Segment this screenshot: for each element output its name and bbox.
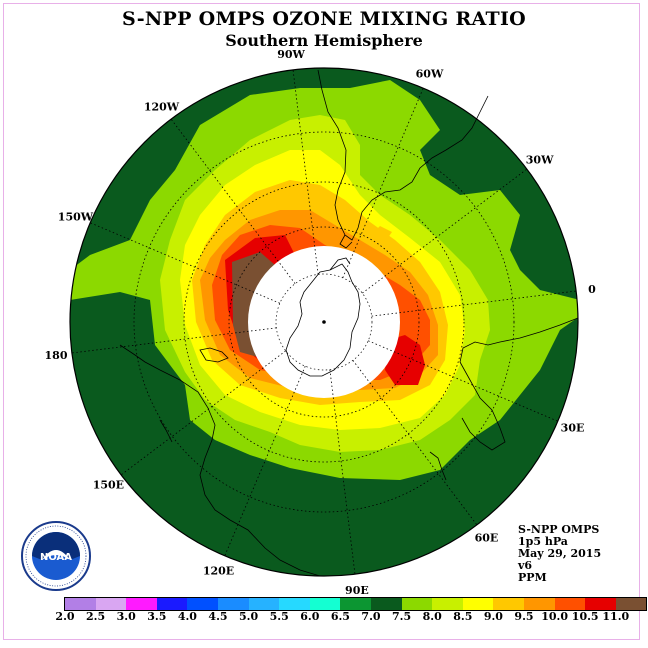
colorbar-swatch <box>554 598 586 610</box>
colorbar-tick-label: 2.0 <box>55 610 75 623</box>
longitude-labels: 90W 60W 30W 0 30E 60E 90E 120E 150E 180 150W 120W <box>45 48 597 597</box>
colorbar <box>64 597 648 611</box>
longitude-label: 90W <box>277 48 305 61</box>
colorbar-swatch <box>432 598 463 610</box>
map-title: S-NPP OMPS OZONE MIXING RATIO <box>121 8 527 30</box>
colorbar-tick-label: 11.0 <box>602 610 630 623</box>
colorbar-tick-label: 10.5 <box>571 610 599 623</box>
colorbar-swatch <box>279 598 310 610</box>
antarctica-outline <box>285 257 361 377</box>
colorbar-tick-label: 4.5 <box>208 610 228 623</box>
colorbar-tick-label: 7.5 <box>392 610 412 623</box>
longitude-label: 90E <box>345 584 369 597</box>
info-version: v6 <box>518 559 533 572</box>
colorbar-swatch <box>65 598 96 610</box>
colorbar-tick-label: 10.0 <box>541 610 568 623</box>
map-boundary <box>69 67 579 577</box>
longitude-label: 150E <box>93 478 124 491</box>
longitude-label: 0 <box>588 283 596 296</box>
colorbar-swatch <box>493 598 524 610</box>
colorbar-swatch <box>401 598 433 610</box>
info-units: PPM <box>518 571 547 584</box>
colorbar-swatch <box>370 598 402 610</box>
colorbar-tick-label: 6.5 <box>330 610 350 623</box>
colorbar-swatch <box>340 598 371 610</box>
colorbar-swatch <box>126 598 157 610</box>
map-subtitle: Southern Hemisphere <box>225 31 423 50</box>
longitude-label: 30W <box>526 154 554 167</box>
longitude-label: 60E <box>475 532 499 545</box>
colorbar-swatch <box>462 598 494 610</box>
colorbar-swatch <box>95 598 127 610</box>
colorbar-swatch <box>156 598 188 610</box>
colorbar-swatch <box>523 598 555 610</box>
colorbar-tick-label: 3.5 <box>147 610 167 623</box>
colorbar-tick-label: 8.5 <box>453 610 473 623</box>
logo-text: NOAA <box>40 552 72 563</box>
colorbar-swatch <box>309 598 341 610</box>
noaa-logo-icon: NOAA <box>21 521 91 591</box>
inner-latitude-lines <box>275 273 373 371</box>
longitude-label: 180 <box>45 349 68 362</box>
colorbar-tick-label: 6.0 <box>300 610 320 623</box>
colorbar-tick-label: 9.5 <box>514 610 534 623</box>
figure-frame <box>3 3 640 640</box>
colorbar-tick-label: 5.0 <box>239 610 259 623</box>
longitude-label: 30E <box>561 421 585 434</box>
colorbar-tick-label: 9.0 <box>483 610 503 623</box>
longitude-label: 150W <box>58 211 94 224</box>
colorbar-tick-label: 4.0 <box>177 610 197 623</box>
colorbar-tick-label: 8.0 <box>422 610 442 623</box>
colorbar-swatch <box>248 598 280 610</box>
info-pressure: 1p5 hPa <box>518 535 568 548</box>
colorbar-tick-label: 5.5 <box>269 610 289 623</box>
colorbar-swatch <box>187 598 218 610</box>
colorbar-swatch <box>585 598 616 610</box>
info-block: S-NPP OMPS 1p5 hPa May 29, 2015 v6 PPM <box>518 524 601 584</box>
info-instrument: S-NPP OMPS <box>518 523 600 536</box>
info-date: May 29, 2015 <box>518 547 602 560</box>
colorbar-tick-label: 3.0 <box>116 610 136 623</box>
colorbar-swatch <box>217 598 249 610</box>
longitude-label: 120E <box>203 565 234 578</box>
colorbar-tick-label: 7.0 <box>361 610 381 623</box>
colorbar-swatch <box>615 598 647 610</box>
longitude-label: 120W <box>144 100 180 113</box>
south-pole-dot <box>322 320 326 324</box>
longitude-label: 60W <box>416 67 444 80</box>
colorbar-tick-label: 2.5 <box>86 610 106 623</box>
